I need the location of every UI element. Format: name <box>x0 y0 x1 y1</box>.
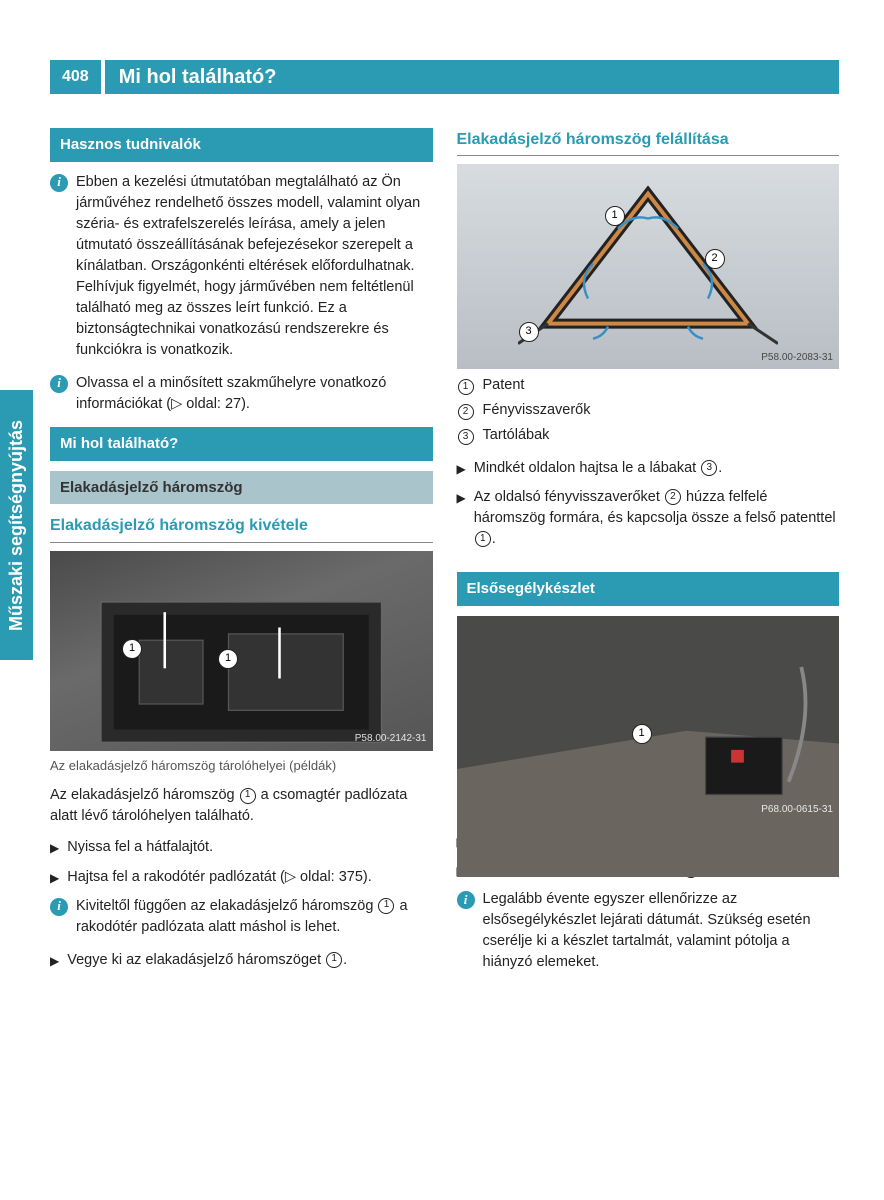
ref-circle-1: 1 <box>475 531 491 547</box>
bullet-text: Az oldalsó fényvisszaverőket 2 húzza fel… <box>474 487 839 550</box>
info-icon: i <box>50 375 68 393</box>
figure-code: P58.00-2142-31 <box>355 732 427 747</box>
info-icon: i <box>50 174 68 192</box>
text-part: Kiviteltől függően az elakadásjelző háro… <box>76 898 377 914</box>
step-fold-floor: ▶ Hajtsa fel a rakodótér padlózatát (▷ o… <box>50 867 433 888</box>
info-text: Legalább évente egyszer ellenőrizze az e… <box>483 889 840 973</box>
info-block-models: i Ebben a kezelési útmutatóban megtalálh… <box>50 172 433 361</box>
ref-circle-1: 1 <box>378 898 394 914</box>
legend-row: 2 Fényvisszaverők <box>457 400 840 421</box>
callout-1: 1 <box>122 639 142 659</box>
info-text: Olvassa el a minősített szakműhelyre von… <box>76 373 433 415</box>
text-part: . <box>718 460 722 476</box>
bullet-icon: ▶ <box>50 953 59 971</box>
legend-label: Tartólábak <box>483 425 550 446</box>
bullet-icon: ▶ <box>457 490 466 550</box>
section-first-aid: Elsősegélykészlet <box>457 572 840 606</box>
trunk-illustration <box>50 551 433 806</box>
text-part: . <box>492 531 496 547</box>
ref-circle-3: 3 <box>458 429 474 445</box>
text-part: Az oldalsó fényvisszaverőket <box>474 489 664 505</box>
triangle-illustration <box>518 178 778 348</box>
header-bar: 408 Mi hol található? <box>50 60 839 94</box>
firstaid-illustration <box>457 616 840 877</box>
section-where: Mi hol található? <box>50 427 433 461</box>
bullet-icon: ▶ <box>50 870 59 888</box>
legend-label: Patent <box>483 375 525 396</box>
figure-code: P58.00-2083-31 <box>761 351 833 366</box>
callout-3: 3 <box>519 322 539 342</box>
bullet-text: Vegye ki az elakadásjelző háromszöget 1. <box>67 950 432 971</box>
ref-circle-1: 1 <box>458 379 474 395</box>
step-pull-reflectors: ▶ Az oldalsó fényvisszaverőket 2 húzza f… <box>457 487 840 550</box>
legend-row: 1 Patent <box>457 375 840 396</box>
text-part: . <box>343 952 347 968</box>
figure-triangle-setup: 1 2 3 P58.00-2083-31 <box>457 164 840 369</box>
callout-1: 1 <box>218 649 238 669</box>
text-part: oldal: 27). <box>182 396 250 412</box>
ref-circle-2: 2 <box>458 404 474 420</box>
info-block-variant: i Kiviteltől függően az elakadásjelző há… <box>50 896 433 938</box>
figure-code: P68.00-0615-31 <box>761 803 833 818</box>
page-ref-icon: ▷ <box>285 869 296 885</box>
page-title: Mi hol található? <box>105 60 839 94</box>
bullet-icon: ▶ <box>457 461 466 479</box>
ref-circle-2: 2 <box>665 489 681 505</box>
manual-page: Műszaki segítségnyújtás 408 Mi hol talál… <box>50 60 839 1155</box>
ref-circle-3: 3 <box>701 460 717 476</box>
text-part: oldal: 375). <box>296 869 372 885</box>
text-part: Vegye ki az elakadásjelző háromszöget <box>67 952 325 968</box>
bullet-text: Hajtsa fel a rakodótér padlózatát (▷ old… <box>67 867 432 888</box>
figure-trunk-storage: 1 1 P58.00-2142-31 <box>50 551 433 751</box>
info-icon: i <box>50 898 68 916</box>
info-icon: i <box>457 891 475 909</box>
ref-circle-1: 1 <box>326 952 342 968</box>
bullet-text: Mindkét oldalon hajtsa le a lábakat 3. <box>474 458 839 479</box>
step-fold-legs: ▶ Mindkét oldalon hajtsa le a lábakat 3. <box>457 458 840 479</box>
text-part: Mindkét oldalon hajtsa le a lábakat <box>474 460 701 476</box>
legend-label: Fényvisszaverők <box>483 400 591 421</box>
heading-setup-triangle: Elakadásjelző háromszög felállítása <box>457 128 840 156</box>
text-part: Hajtsa fel a rakodótér padlózatát ( <box>67 869 285 885</box>
callout-2: 2 <box>705 249 725 269</box>
info-text: Ebben a kezelési útmutatóban megtalálhat… <box>76 172 433 361</box>
step-remove-triangle: ▶ Vegye ki az elakadásjelző háromszöget … <box>50 950 433 971</box>
info-text: Kiviteltől függően az elakadásjelző háro… <box>76 896 433 938</box>
left-column: Hasznos tudnivalók i Ebben a kezelési út… <box>50 122 433 985</box>
right-column: Elakadásjelző háromszög felállítása 1 2 <box>457 122 840 985</box>
figure-first-aid-kit: 1 P68.00-0615-31 <box>457 616 840 821</box>
step-open-tailgate: ▶ Nyissa fel a hátfalajtót. <box>50 837 433 858</box>
heading-remove-triangle: Elakadásjelző háromszög kivétele <box>50 514 433 542</box>
bullet-text: Nyissa fel a hátfalajtót. <box>67 837 432 858</box>
section-useful-info: Hasznos tudnivalók <box>50 128 433 162</box>
callout-1: 1 <box>605 206 625 226</box>
info-block-expiry: i Legalább évente egyszer ellenőrizze az… <box>457 889 840 973</box>
callout-1: 1 <box>632 724 652 744</box>
content-columns: Hasznos tudnivalók i Ebben a kezelési út… <box>50 122 839 985</box>
side-tab: Műszaki segítségnyújtás <box>0 390 33 660</box>
info-block-workshop: i Olvassa el a minősített szakműhelyre v… <box>50 373 433 415</box>
bullet-icon: ▶ <box>50 840 59 858</box>
legend-row: 3 Tartólábak <box>457 425 840 446</box>
section-warning-triangle: Elakadásjelző háromszög <box>50 471 433 505</box>
page-ref-icon: ▷ <box>171 396 182 412</box>
page-number: 408 <box>50 60 101 94</box>
